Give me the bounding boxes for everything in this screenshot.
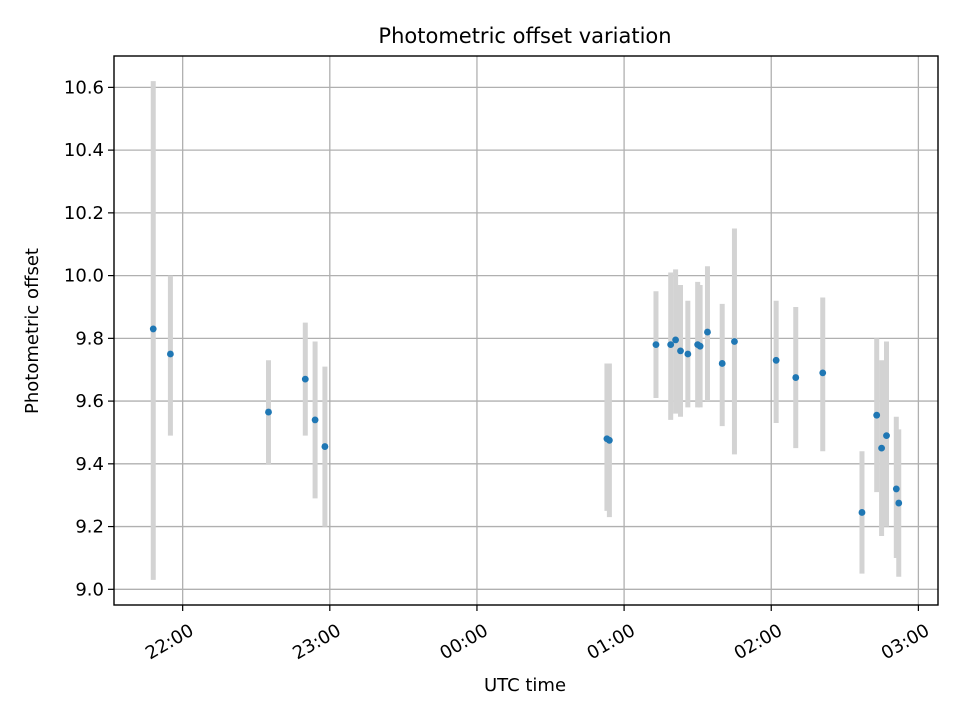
data-point xyxy=(301,375,309,383)
x-axis-label: UTC time xyxy=(484,675,566,696)
y-tick-label: 9.4 xyxy=(75,454,104,475)
data-point xyxy=(605,436,613,444)
y-tick-label: 10.2 xyxy=(64,203,104,224)
y-tick-label: 9.0 xyxy=(75,579,104,600)
y-tick-label: 9.2 xyxy=(75,517,104,538)
plot-frame xyxy=(113,55,939,606)
data-point xyxy=(819,369,827,377)
x-tick-label: 23:00 xyxy=(289,620,344,664)
data-point xyxy=(718,360,726,367)
y-tick-label: 10.4 xyxy=(64,140,104,161)
data-point xyxy=(873,411,881,419)
data-point xyxy=(772,356,780,364)
data-point xyxy=(311,416,319,424)
y-tick-label: 9.6 xyxy=(75,391,104,412)
data-point xyxy=(677,347,684,355)
chart-title: Photometric offset variation xyxy=(378,24,671,48)
data-point xyxy=(167,350,174,358)
x-tick-label: 02:00 xyxy=(731,620,786,664)
data-points xyxy=(149,325,903,516)
data-point xyxy=(265,408,272,416)
grid xyxy=(114,56,938,605)
data-point xyxy=(704,328,711,336)
data-point xyxy=(149,325,157,333)
data-point xyxy=(652,341,660,349)
x-tick-label: 00:00 xyxy=(436,620,491,664)
x-tick-label: 01:00 xyxy=(583,620,638,664)
data-point xyxy=(878,444,885,452)
data-point xyxy=(321,443,329,450)
data-point xyxy=(792,374,800,381)
data-point xyxy=(892,485,900,493)
data-point xyxy=(696,342,704,350)
data-point xyxy=(883,432,890,439)
y-tick-label: 10.0 xyxy=(64,266,104,287)
y-tick-label: 9.8 xyxy=(75,328,104,349)
data-point xyxy=(672,336,679,344)
y-axis-label: Photometric offset xyxy=(22,248,43,414)
error-bars xyxy=(150,81,902,580)
data-point xyxy=(667,341,675,349)
data-point xyxy=(858,509,866,516)
x-tick-label: 03:00 xyxy=(878,620,933,664)
data-point xyxy=(731,338,738,345)
data-point xyxy=(684,350,692,358)
y-tick-label: 10.6 xyxy=(64,77,104,98)
axis-ticks: 22:00 23:00 00:00 01:00 02:00 03:00 9.0 9.2 9.4 9… xyxy=(64,77,933,664)
data-point xyxy=(895,499,903,507)
x-tick-label: 22:00 xyxy=(142,620,197,664)
